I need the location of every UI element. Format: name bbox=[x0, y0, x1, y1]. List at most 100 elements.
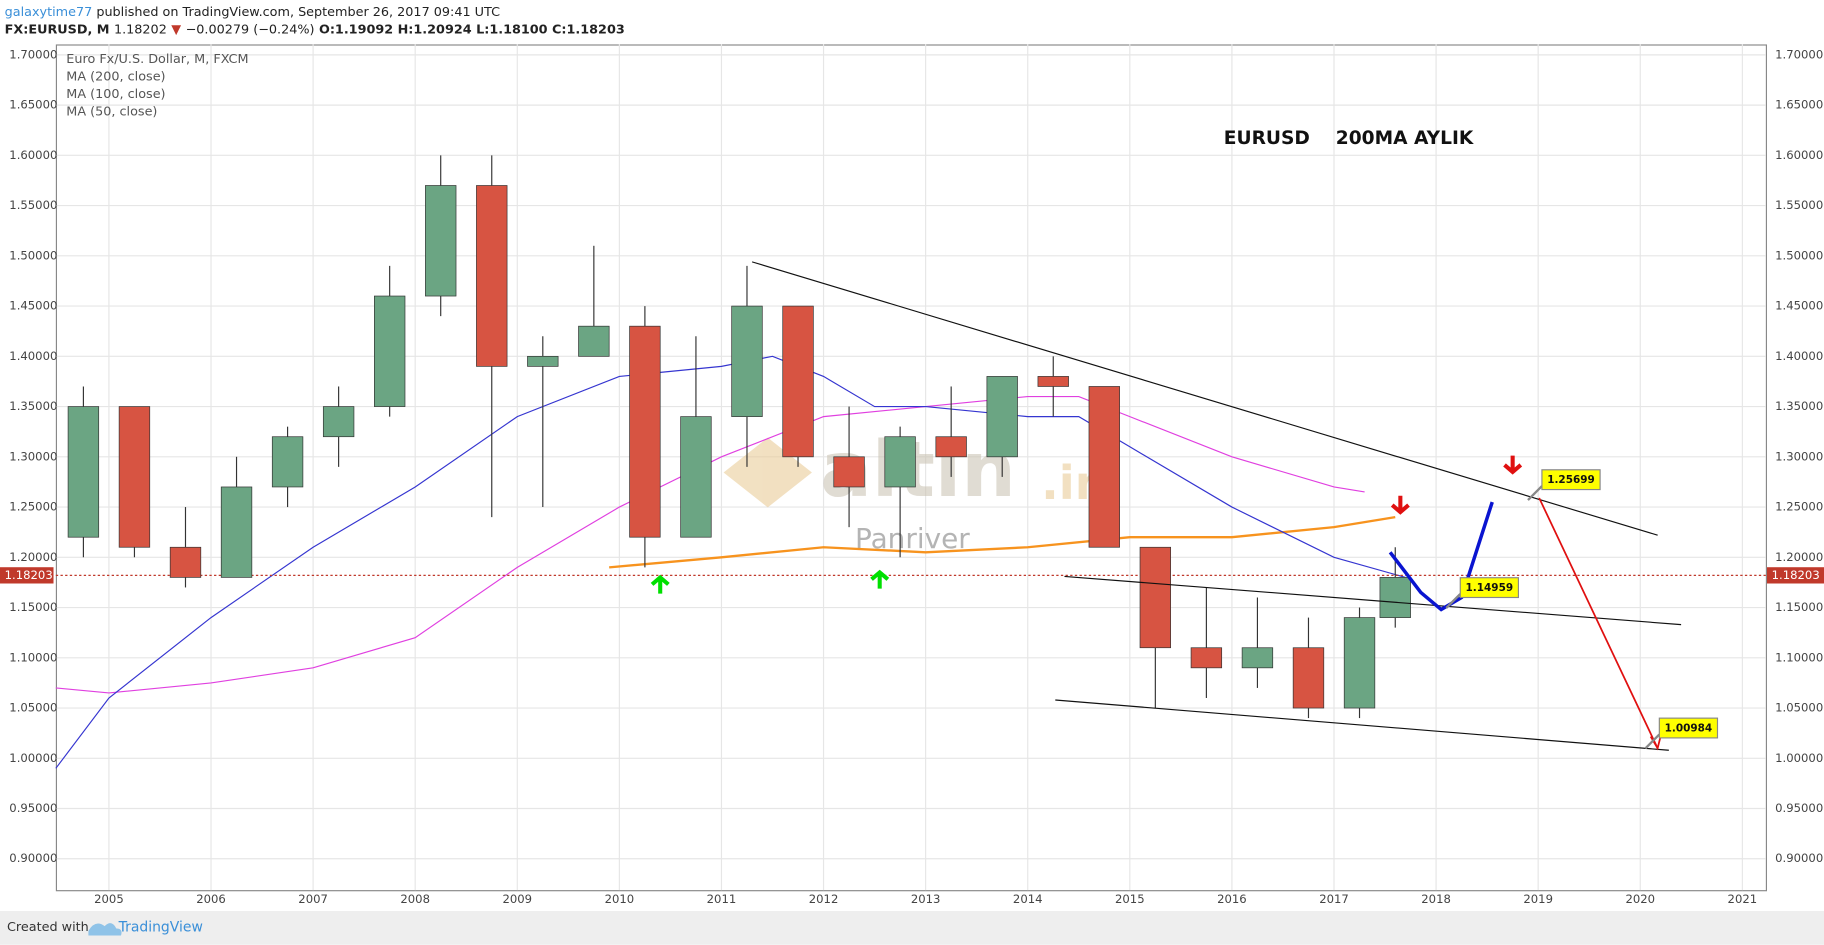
y-tick-label: 1.50000 bbox=[9, 248, 57, 262]
candle-body bbox=[1088, 386, 1120, 548]
candle-body bbox=[986, 376, 1018, 458]
y-tick-label: 1.45000 bbox=[9, 299, 57, 313]
ohlc-open: O:1.19092 bbox=[319, 22, 393, 37]
y-tick-label: 1.05000 bbox=[9, 701, 57, 715]
candle-body bbox=[629, 325, 661, 538]
callout-label: 1.14959 bbox=[1466, 582, 1514, 594]
trendline bbox=[1064, 575, 1682, 626]
x-tick-label: 2005 bbox=[94, 892, 124, 906]
y-tick-label: 1.70000 bbox=[9, 47, 57, 61]
y-tick-label-right: 1.65000 bbox=[1775, 98, 1823, 112]
candle-body bbox=[527, 355, 559, 367]
y-tick-label: 1.30000 bbox=[9, 449, 57, 463]
candle-body bbox=[118, 406, 151, 548]
x-tick-label: 2006 bbox=[196, 892, 226, 906]
down-arrow bbox=[1390, 495, 1410, 515]
y-tick-label: 1.00000 bbox=[9, 751, 57, 765]
ohlc-close: C:1.18203 bbox=[552, 22, 625, 37]
y-tick-label-right: 0.90000 bbox=[1775, 851, 1823, 865]
callout-box bbox=[1459, 577, 1520, 599]
callout-label: 1.00984 bbox=[1665, 723, 1713, 735]
y-tick-label: 1.15000 bbox=[9, 600, 57, 614]
last: 1.18202 bbox=[114, 22, 167, 37]
projection-curve bbox=[1388, 501, 1494, 612]
x-tick-label: 2020 bbox=[1625, 892, 1655, 906]
y-tick-label-right: 1.45000 bbox=[1775, 299, 1823, 313]
candle-body bbox=[680, 416, 712, 538]
candle-body bbox=[1379, 577, 1411, 618]
down-marker: ▼ bbox=[171, 22, 181, 37]
callout-leader bbox=[1445, 593, 1462, 609]
y-tick-label-right: 1.70000 bbox=[1775, 47, 1823, 61]
legend-ma50: MA (50, close) bbox=[66, 104, 157, 119]
y-tick-label: 0.90000 bbox=[9, 851, 57, 865]
symbol: FX:EURUSD, M bbox=[5, 22, 110, 37]
candle-body bbox=[1139, 546, 1172, 649]
x-tick-label: 2010 bbox=[605, 892, 635, 906]
candle-body bbox=[476, 185, 508, 367]
candle-body bbox=[731, 305, 763, 417]
y-tick-label-right: 1.50000 bbox=[1775, 248, 1823, 262]
x-tick-label: 2012 bbox=[809, 892, 839, 906]
header-line-1: galaxytime77 published on TradingView.co… bbox=[5, 4, 500, 19]
y-tick-label-right: 1.40000 bbox=[1775, 349, 1823, 363]
footer bbox=[0, 911, 1824, 945]
y-tick-label-right: 1.35000 bbox=[1775, 399, 1823, 413]
last-price-tag bbox=[0, 567, 54, 584]
y-tick-label: 1.35000 bbox=[9, 399, 57, 413]
y-tick-label-right: 1.60000 bbox=[1775, 148, 1823, 162]
y-tick-label: 1.65000 bbox=[9, 98, 57, 112]
change: −0.00279 (−0.24%) bbox=[186, 22, 315, 37]
candle-body bbox=[220, 486, 253, 578]
x-tick-label: 2018 bbox=[1421, 892, 1451, 906]
callout-leader bbox=[1644, 733, 1661, 750]
callout-leader bbox=[1527, 485, 1543, 501]
y-tick-label-right: 1.55000 bbox=[1775, 198, 1823, 212]
legend-symbol: Euro Fx/U.S. Dollar, M, FXCM bbox=[66, 52, 248, 67]
candle-body bbox=[782, 305, 814, 458]
candle-body bbox=[1037, 376, 1069, 387]
legend-ma200: MA (200, close) bbox=[66, 69, 165, 84]
callout-box bbox=[1658, 717, 1719, 739]
author[interactable]: galaxytime77 bbox=[5, 4, 93, 19]
candle-body bbox=[578, 325, 610, 357]
candle-body bbox=[1292, 647, 1325, 709]
x-tick-label: 2009 bbox=[502, 892, 532, 906]
candle-body bbox=[271, 436, 304, 488]
y-tick-label-right: 1.15000 bbox=[1775, 600, 1823, 614]
y-tick-label: 1.40000 bbox=[9, 349, 57, 363]
candle-body bbox=[935, 436, 967, 458]
y-tick-label-right: 1.30000 bbox=[1775, 449, 1823, 463]
y-tick-label-right: 1.10000 bbox=[1775, 650, 1823, 664]
candle-body bbox=[833, 456, 865, 488]
candle-body bbox=[169, 546, 202, 578]
candle-body bbox=[374, 295, 406, 407]
y-tick-label: 1.25000 bbox=[9, 500, 57, 514]
y-tick-label-right: 1.25000 bbox=[1775, 500, 1823, 514]
y-tick-label: 1.10000 bbox=[9, 650, 57, 664]
y-tick-label: 0.95000 bbox=[9, 801, 57, 815]
callout-label: 1.25699 bbox=[1547, 474, 1595, 486]
up-arrow bbox=[870, 569, 890, 589]
candle-body bbox=[1241, 647, 1274, 669]
y-tick-label-right: 1.05000 bbox=[1775, 701, 1823, 715]
plot-layer: 1.25699 1.14959 1.00984 bbox=[55, 155, 1766, 769]
moving-average bbox=[609, 515, 1396, 569]
footer-brand[interactable]: TradingView bbox=[118, 919, 203, 935]
last-price-label: 1.18203 bbox=[1772, 568, 1820, 582]
candle-body bbox=[425, 185, 457, 297]
x-tick-label: 2021 bbox=[1728, 892, 1758, 906]
published: published on TradingView.com, September … bbox=[96, 4, 500, 19]
last-price-tag bbox=[1767, 567, 1824, 584]
y-tick-label-right: 1.00000 bbox=[1775, 751, 1823, 765]
ohlc-high: H:1.20924 bbox=[398, 22, 472, 37]
trendline bbox=[751, 261, 1658, 536]
x-tick-label: 2013 bbox=[911, 892, 941, 906]
x-tick-label: 2019 bbox=[1523, 892, 1553, 906]
target-arrow bbox=[1538, 497, 1659, 749]
y-tick-label-right: 0.95000 bbox=[1775, 801, 1823, 815]
up-arrow bbox=[650, 574, 670, 594]
plot-frame bbox=[55, 44, 1767, 892]
